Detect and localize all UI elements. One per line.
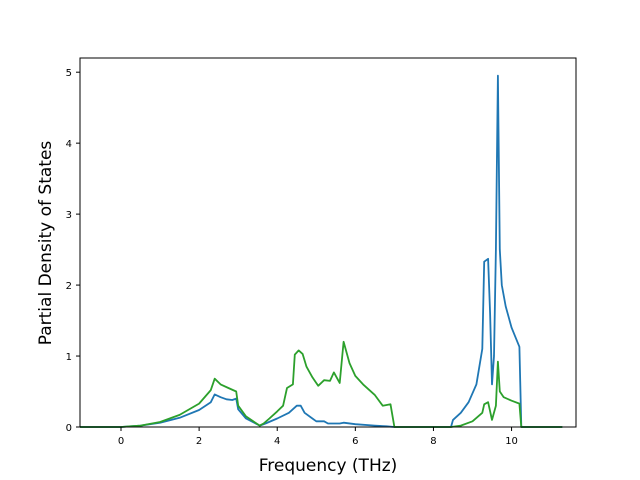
axes-frame — [79, 57, 577, 428]
x-tick-label: 0 — [118, 436, 124, 447]
x-tick-label: 8 — [430, 436, 436, 447]
y-tick-label: 1 — [66, 352, 72, 363]
y-ticks: 0 1 2 3 4 5 — [66, 68, 80, 434]
x-ticks: 0 2 4 6 8 10 — [118, 427, 518, 447]
x-tick-label: 4 — [274, 436, 280, 447]
y-tick-label: 0 — [66, 423, 72, 434]
series-line-2 — [80, 340, 563, 428]
y-tick-label: 4 — [66, 139, 72, 150]
y-tick-label: 2 — [66, 281, 72, 292]
y-tick-label: 5 — [66, 68, 72, 79]
series-layer — [80, 74, 563, 428]
series-line-1 — [80, 74, 563, 428]
x-tick-label: 2 — [196, 436, 202, 447]
y-axis-label: Partial Density of States — [36, 141, 56, 346]
x-tick-label: 6 — [352, 436, 358, 447]
y-tick-label: 3 — [66, 210, 72, 221]
plot-area — [80, 58, 576, 427]
x-tick-label: 10 — [505, 436, 518, 447]
x-axis-label: Frequency (THz) — [259, 456, 398, 476]
